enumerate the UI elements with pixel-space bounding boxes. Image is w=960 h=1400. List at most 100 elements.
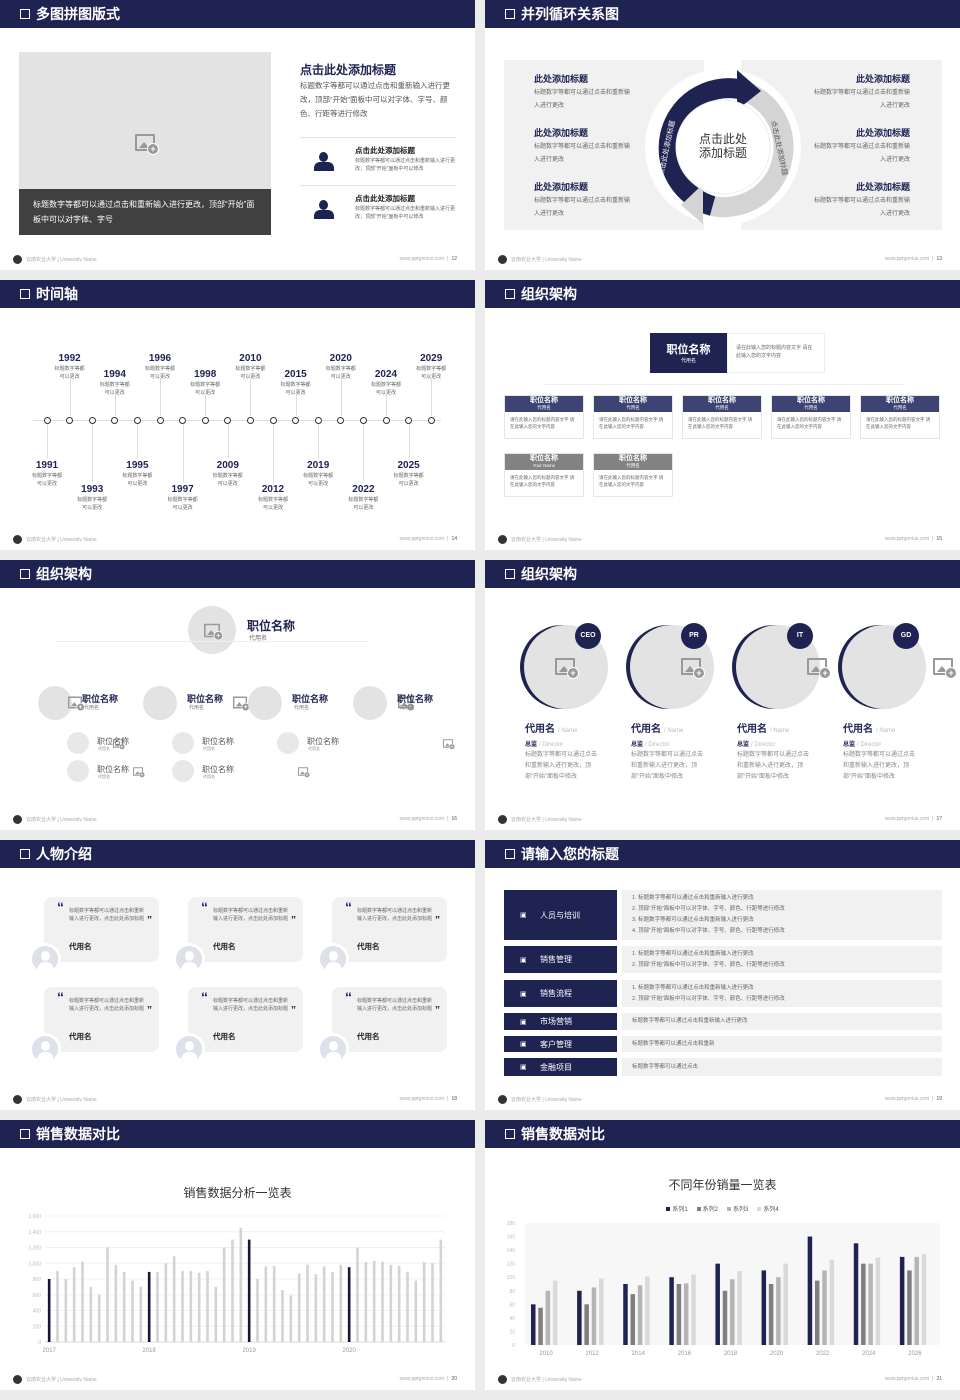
footer-right: www.pptgenius.com | 21 <box>885 1376 942 1382</box>
person-name: 代用名 <box>213 942 236 951</box>
university-logo-icon <box>498 1374 507 1384</box>
image-caption: 标题数字等都可以通过点击和重新输入进行更改，顶部“开始”面板中可以对字体、字号 <box>19 189 271 235</box>
position-sub: 代用名 <box>680 358 696 364</box>
head <box>319 152 328 162</box>
footer-left: 云南农业大学 | University Name <box>498 534 582 544</box>
timeline-node[interactable] <box>133 416 141 424</box>
avatar-placeholder[interactable] <box>38 686 72 720</box>
timeline-node[interactable] <box>382 416 390 424</box>
timeline-node[interactable] <box>156 416 164 424</box>
page-number: 14 <box>451 536 457 542</box>
role-badge: CEO <box>575 623 601 649</box>
timeline-node[interactable] <box>246 416 254 424</box>
slide-header: 多图拼图版式 <box>0 0 475 28</box>
slide-title: 销售数据对比 <box>36 1126 120 1142</box>
detail-line: 1. 标题数字等都可以通过点击和重新输入进行更改 <box>632 984 754 991</box>
item-title: 此处添加标题 <box>855 182 910 192</box>
category-button[interactable]: ▣ 客户管理 <box>504 1036 617 1052</box>
legend-label: 系列1 <box>672 1207 688 1213</box>
image-placeholder[interactable]: 标题数字等都可以通过点击和重新输入进行更改，顶部“开始”面板中可以对字体、字号 <box>19 52 271 235</box>
testimonial-card: “ ” 标题数字等都可以通过点击和重新输入进行更改，点击此处添加标题 代用名 <box>44 987 159 1052</box>
avatar-placeholder-small[interactable] <box>277 732 299 754</box>
checkbox-square-icon <box>505 289 515 299</box>
slide-title: 组织架构 <box>36 566 92 582</box>
category-button[interactable]: ▣ 市场营销 <box>504 1013 617 1030</box>
timeline-year: 1994 <box>103 369 126 380</box>
person-role-en: / Director <box>539 742 564 748</box>
category-button[interactable]: ▣ 销售流程 <box>504 980 617 1007</box>
quote-text: 标题数字等都可以通过点击和重新输入进行更改，点击此处添加标题 <box>69 908 145 922</box>
position-box[interactable]: 职位名称 代用名 请在此输入您的标题内容文字 请在此输入您的文字内容 <box>504 395 584 439</box>
item-text: 标题数字等都可以通过点击和重新输入进行更改，顶部“开始”面板中可以修改 <box>355 206 456 220</box>
page-number: 13 <box>936 256 942 262</box>
person-name-line: 代用名 / Name <box>843 719 895 737</box>
y-tick-label: 160 <box>507 1235 516 1241</box>
avatar-placeholder[interactable] <box>248 686 282 720</box>
avatar-placeholder-small[interactable] <box>172 760 194 782</box>
timeline-node[interactable] <box>405 416 413 424</box>
timeline-year: 2009 <box>216 460 239 471</box>
timeline-node[interactable] <box>337 416 345 424</box>
branch-title: 职位名称 <box>82 694 119 704</box>
timeline-node[interactable] <box>88 416 96 424</box>
timeline-node[interactable] <box>427 416 435 424</box>
position-box[interactable]: 职位名称 Your Name 请在此输入您的标题内容文字 请在此输入您的文字内容 <box>504 453 584 497</box>
top-position-desc: 请在此输入您的标题内容文字 请在此输入您的文字内容 <box>727 333 825 373</box>
position-sub: Your Name <box>532 463 556 468</box>
x-tick-label: 2012 <box>585 1351 599 1357</box>
avatar-placeholder-small[interactable] <box>172 732 194 754</box>
timeline-node[interactable] <box>359 416 367 424</box>
chart-title: 不同年份销量一览表 <box>668 1178 777 1192</box>
y-tick-label: 120 <box>507 1262 516 1268</box>
center-title-line: 添加标题 <box>698 146 747 160</box>
timeline-node[interactable] <box>179 416 187 424</box>
position-box[interactable]: 职位名称 代用名 请在此输入您的标题内容文字 请在此输入您的文字内容 <box>860 395 940 439</box>
avatar-body <box>325 1052 342 1062</box>
bar <box>189 1271 193 1342</box>
position-box[interactable]: 职位名称 代用名 请在此输入您的标题内容文字 请在此输入您的文字内容 <box>593 395 673 439</box>
timeline-node[interactable] <box>111 416 119 424</box>
category-button[interactable]: ▣ 金融项目 <box>504 1058 617 1076</box>
timeline-node[interactable] <box>269 416 277 424</box>
image-add-icon <box>113 739 125 750</box>
avatar-placeholder-small[interactable] <box>67 760 89 782</box>
avatar-placeholder[interactable] <box>143 686 177 720</box>
chart-legend: 系列1 系列2 系列3 系列4 <box>485 1204 960 1213</box>
timeline-node[interactable] <box>201 416 209 424</box>
timeline-node[interactable] <box>43 416 51 424</box>
y-tick-label: 1,400 <box>28 1230 41 1236</box>
avatar-placeholder[interactable] <box>353 686 387 720</box>
position-title: 职位名称 <box>619 455 647 462</box>
y-tick-label: 200 <box>33 1324 42 1330</box>
timeline-node[interactable] <box>224 416 232 424</box>
bar-系列2 <box>722 1290 728 1345</box>
position-box[interactable]: 职位名称 代用名 请在此输入您的标题内容文字 请在此输入您的文字内容 <box>593 453 673 497</box>
footer-right: www.pptgenius.com | 13 <box>885 256 942 262</box>
timeline-text: 标题数字等都可以更改 <box>257 497 288 511</box>
slide-header: 组织架构 <box>0 560 475 588</box>
bar <box>122 1271 126 1342</box>
person-role-en: / Director <box>751 742 776 748</box>
testimonial-card: “ ” 标题数字等都可以通过点击和重新输入进行更改，点击此处添加标题 代用名 <box>332 897 447 962</box>
bar-系列2 <box>584 1304 589 1345</box>
item-text: 标题数字等都可以通过点击和重新输入进行更改 <box>534 90 631 109</box>
timeline-node[interactable] <box>292 416 300 424</box>
avatar-placeholder-small[interactable] <box>67 732 89 754</box>
position-box[interactable]: 职位名称 代用名 请在此输入您的标题内容文字 请在此输入您的文字内容 <box>682 395 762 439</box>
category-button[interactable]: ▣ 销售管理 <box>504 946 617 973</box>
bar-系列3 <box>730 1279 735 1345</box>
image-add-icon <box>298 767 310 778</box>
item-text: 标题数字等都可以通过点击和重新输入进行更改，顶部“开始”面板中可以修改 <box>355 158 456 172</box>
finance-icon: ▣ <box>520 1064 527 1071</box>
top-position-box[interactable]: 职位名称 代用名 <box>650 333 727 373</box>
position-box[interactable]: 职位名称 代用名 请在此输入您的标题内容文字 请在此输入您的文字内容 <box>771 395 851 439</box>
slide-footer: 云南农业大学 | University Name www.pptgenius.co… <box>13 1374 457 1384</box>
footer-school: 云南农业大学 | University Name <box>26 1096 97 1103</box>
timeline-node[interactable] <box>314 416 322 424</box>
timeline-node[interactable] <box>66 416 74 424</box>
category-button[interactable]: ▣ 人员与培训 <box>504 890 617 940</box>
position-sub: 代用名 <box>626 463 640 468</box>
timeline-year: 2012 <box>261 484 285 495</box>
timeline-connector <box>114 395 116 416</box>
image-add-icon <box>68 696 85 712</box>
